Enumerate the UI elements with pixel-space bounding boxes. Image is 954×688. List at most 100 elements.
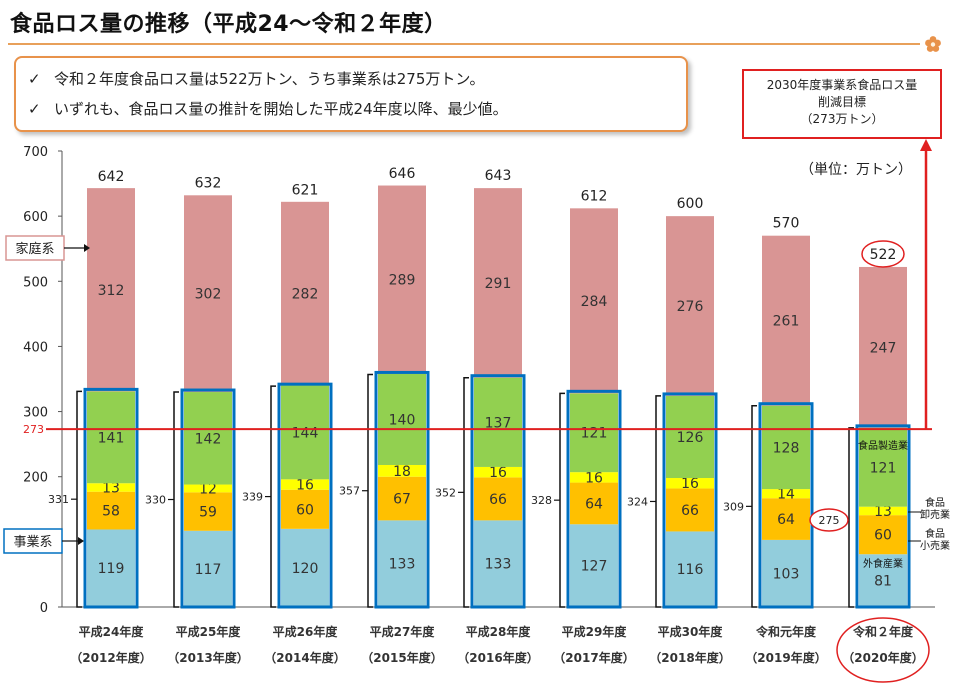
segment-value-label: 18 [393, 464, 411, 480]
x-category-sublabel: （2014年度） [264, 650, 345, 665]
segment-value-label: 66 [489, 492, 507, 508]
business-outline [758, 402, 814, 609]
segment-value-label: 121 [581, 426, 608, 442]
bar-segment-manufacturing [87, 391, 135, 484]
bar-segment-foodservice [184, 530, 232, 607]
business-total-label: 352 [435, 486, 456, 499]
bar-segment-retail [184, 492, 232, 531]
segment-value-label: 133 [389, 557, 416, 573]
business-label-box [3, 528, 63, 554]
x-category-sublabel: （2018年度） [649, 650, 730, 665]
business-pointer-head [78, 537, 84, 545]
bar-segment-manufacturing [378, 373, 426, 465]
bar-segment-foodservice [762, 539, 810, 607]
bar-segment-foodservice [666, 531, 714, 607]
y-tick-label: 0 [40, 601, 48, 616]
total-value-label: 570 [773, 216, 800, 232]
bar-segment-foodservice [474, 520, 522, 607]
x-category-label: 令和２年度 [852, 624, 914, 639]
segment-value-label: 64 [585, 496, 603, 512]
segment-value-label: 247 [870, 340, 897, 356]
business-outline [470, 374, 526, 609]
segment-value-label: 121 [870, 460, 897, 476]
bar-segment-wholesale [281, 479, 329, 490]
segment-value-label: 67 [393, 492, 411, 508]
household-label: 家庭系 [15, 241, 54, 257]
bar-segment-foodservice [87, 529, 135, 607]
segment-value-label: 128 [773, 440, 800, 456]
segment-value-label: 13 [102, 480, 120, 496]
y-tick-label: 600 [23, 210, 48, 225]
business-outline [855, 424, 911, 609]
target-line-2: 削減目標 [817, 95, 866, 109]
segment-value-label: 66 [681, 503, 699, 519]
bar-segment-foodservice [281, 528, 329, 607]
bar-segment-retail [570, 482, 618, 525]
bar-segment-wholesale [87, 483, 135, 492]
reduction-target-box: 2030年度事業系食品ロス量 削減目標 （273万トン） [742, 69, 942, 139]
segment-value-label: 60 [296, 502, 314, 518]
latest-year-circle [836, 617, 930, 683]
summary-box: ✓ 令和２年度食品ロス量は522万トン、うち事業系は275万トン。 ✓ いずれも、食… [14, 56, 688, 132]
business-total-circle [809, 508, 849, 532]
segment-value-label: 12 [199, 481, 217, 497]
business-bracket [463, 376, 469, 608]
business-outline [662, 392, 718, 609]
summary-text-1: 令和２年度食品ロス量は522万トン、うち事業系は275万トン。 [54, 70, 485, 88]
segment-value-label: 16 [296, 478, 314, 494]
segment-value-label: 291 [485, 276, 512, 292]
business-total-label: 275 [819, 514, 840, 527]
segment-value-label: 119 [98, 561, 125, 577]
business-label: 事業系 [13, 534, 52, 550]
x-category-label: 平成27年度 [370, 624, 436, 639]
bar-segment-manufacturing [281, 385, 329, 480]
bar-segment-retail [474, 477, 522, 521]
bar-segment-manufacturing [859, 427, 907, 507]
bar-segment-manufacturing [184, 392, 232, 485]
segment-value-label: 16 [681, 476, 699, 492]
total-value-label: 642 [98, 169, 125, 185]
bar-segment-foodservice [859, 554, 907, 607]
bar-segment-retail [378, 476, 426, 521]
segment-value-label: 142 [195, 431, 222, 447]
bar-segment-wholesale [474, 466, 522, 478]
business-outline [180, 388, 236, 609]
segment-value-label: 59 [199, 505, 217, 521]
bar-segment-wholesale [378, 464, 426, 477]
x-category-label: 平成29年度 [562, 624, 628, 639]
segment-value-label: 126 [677, 430, 704, 446]
x-category-label: 平成30年度 [658, 624, 724, 639]
target-arrow-head [920, 139, 932, 151]
y-tick-label: 400 [23, 340, 48, 355]
bar-segment-wholesale [184, 484, 232, 493]
bar-segment-retail [87, 491, 135, 530]
business-total-label: 357 [339, 485, 360, 498]
bar-segment-wholesale [859, 506, 907, 516]
x-category-label: 平成25年度 [176, 624, 242, 639]
bar-segment-retail [859, 515, 907, 555]
total-value-label: 600 [677, 196, 704, 212]
total-value-label: 632 [195, 175, 222, 191]
segment-value-label: 60 [874, 528, 892, 544]
segment-value-label: 289 [389, 273, 416, 289]
total-value-label: 643 [485, 168, 512, 184]
bar-segment-household [474, 188, 522, 378]
segment-value-label: 16 [585, 470, 603, 486]
bar-segment-manufacturing [666, 395, 714, 479]
bar-segment-wholesale [666, 478, 714, 489]
business-outline [83, 387, 139, 609]
bar-segment-retail [666, 488, 714, 532]
bar-segment-manufacturing [762, 405, 810, 490]
segment-value-label: 64 [777, 512, 795, 528]
segment-value-label: 284 [581, 294, 608, 310]
bar-segment-household [666, 216, 714, 396]
business-outline [374, 370, 430, 609]
segment-value-label: 276 [677, 299, 704, 315]
segment-value-label: 137 [485, 415, 512, 431]
x-category-sublabel: （2015年度） [361, 650, 442, 665]
summary-line-2: ✓ いずれも、食品ロス量の推計を開始した平成24年度以降、最少値。 [28, 94, 674, 124]
bar-segment-household [570, 208, 618, 394]
business-total-label: 331 [48, 493, 69, 506]
wholesale-label: 食品卸売業 [920, 496, 950, 521]
bar-segment-retail [281, 489, 329, 529]
